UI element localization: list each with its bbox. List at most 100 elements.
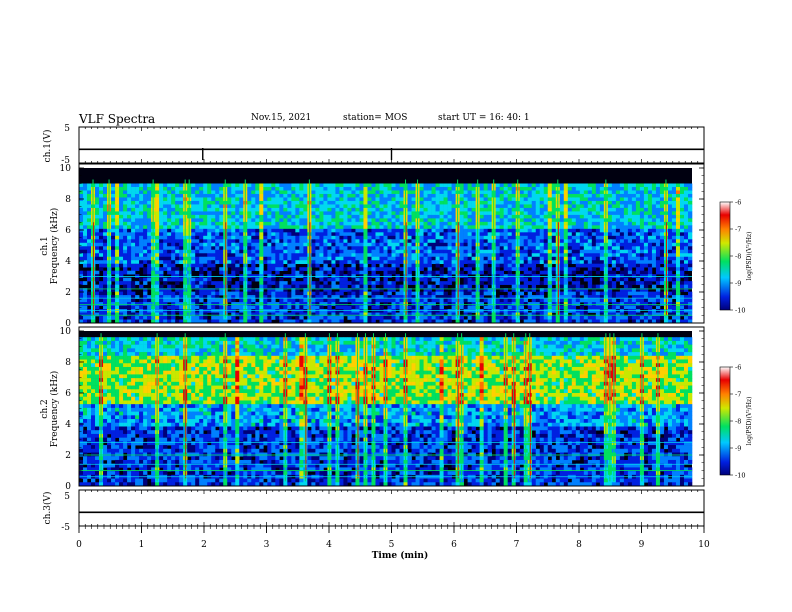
spec-cell [443,221,448,226]
spec-cell [571,316,577,320]
spec-cell [539,211,545,216]
spec-cell [79,218,84,223]
spec-cell [159,183,164,188]
spec-cell [579,197,585,202]
spec-cell [479,319,484,324]
spec-cell [335,291,340,296]
spec-cell [263,186,268,191]
spec-cell [331,239,336,244]
spec-cell [435,288,440,292]
spec-cell [299,249,304,254]
spec-cell [163,228,168,233]
spec-cell [211,267,216,271]
spec-cell [547,225,553,230]
spec-cell [315,298,320,303]
spec-cell [199,260,204,265]
spec-cell [567,316,573,320]
spec-cell [163,260,168,265]
spec-cell [583,260,589,265]
spec-cell [447,260,452,265]
spec-cell [315,242,320,247]
spec-cell [419,211,424,216]
spec-cell [471,200,476,205]
spec-cell [247,221,252,226]
spec-cell [175,270,180,275]
spec-cell [327,267,332,271]
spec-cell [131,281,136,285]
spec-cell [239,298,244,303]
spec-cell [115,291,120,296]
spec-cell [99,183,104,188]
spec-cell [355,246,360,251]
spec-cell [131,235,136,240]
spec-cell [167,246,172,251]
spec-cell [371,200,376,205]
spec-cell [419,193,424,198]
spec-cell [327,246,332,251]
spec-cell [195,207,200,212]
spec-cell [99,267,104,271]
spec-cell [443,295,448,299]
spec-cell [167,232,172,237]
spec-cell [451,218,456,223]
spec-cell [583,288,589,292]
spec-cell [87,190,92,195]
spec-cell [351,267,356,271]
spec-cell [347,270,352,275]
spec-cell [451,256,456,261]
spec-cell [139,207,144,212]
spec-cell [279,298,284,303]
spec-cell [327,197,332,202]
spec-cell [359,204,364,209]
spec-cell [299,246,304,251]
spec-cell [575,312,581,317]
spec-cell [547,214,553,219]
spec-cell [227,214,232,219]
spec-cell [271,218,276,223]
spec-cell [255,249,260,254]
spec-cell [387,253,392,258]
spec-cell [331,249,336,254]
spec-cell [551,214,557,219]
spec-cell [199,204,204,209]
spec-cell [111,197,116,202]
spec-cell [407,239,412,244]
spec-cell [139,232,144,237]
spec-cell [311,183,316,188]
spec-cell [167,225,172,230]
spec-cell [411,253,416,258]
spec-cell [383,249,388,254]
spec-cell [495,242,500,247]
spec-cell [119,256,124,261]
spec-cell [295,211,300,216]
spec-cell [383,183,388,188]
spec-cell [371,298,376,303]
spec-cell [179,197,184,202]
spec-cell [295,186,300,191]
spec-cell [179,193,184,198]
spec-cell [267,218,272,223]
spec-cell [159,305,164,310]
spec-cell [499,214,504,219]
spec-cell [211,193,216,198]
spec-cell [531,218,537,223]
spec-cell [451,207,456,212]
spec-cell [411,316,416,320]
spec-cell [99,197,104,202]
spec-cell [355,190,360,195]
spec-cell [127,270,132,275]
spec-cell [531,228,537,233]
spec-cell [131,186,136,191]
spec-cell [203,267,208,271]
spec-cell [375,260,380,265]
spec-cell [219,253,224,258]
spec-cell [83,319,88,324]
spec-cell [415,319,420,324]
spec-cell [215,197,220,202]
spec-cell [579,225,585,230]
spec-cell [439,228,444,233]
spec-cell [139,183,144,188]
spec-cell [399,305,404,310]
spec-cell [95,207,100,212]
spec-cell [291,239,296,244]
